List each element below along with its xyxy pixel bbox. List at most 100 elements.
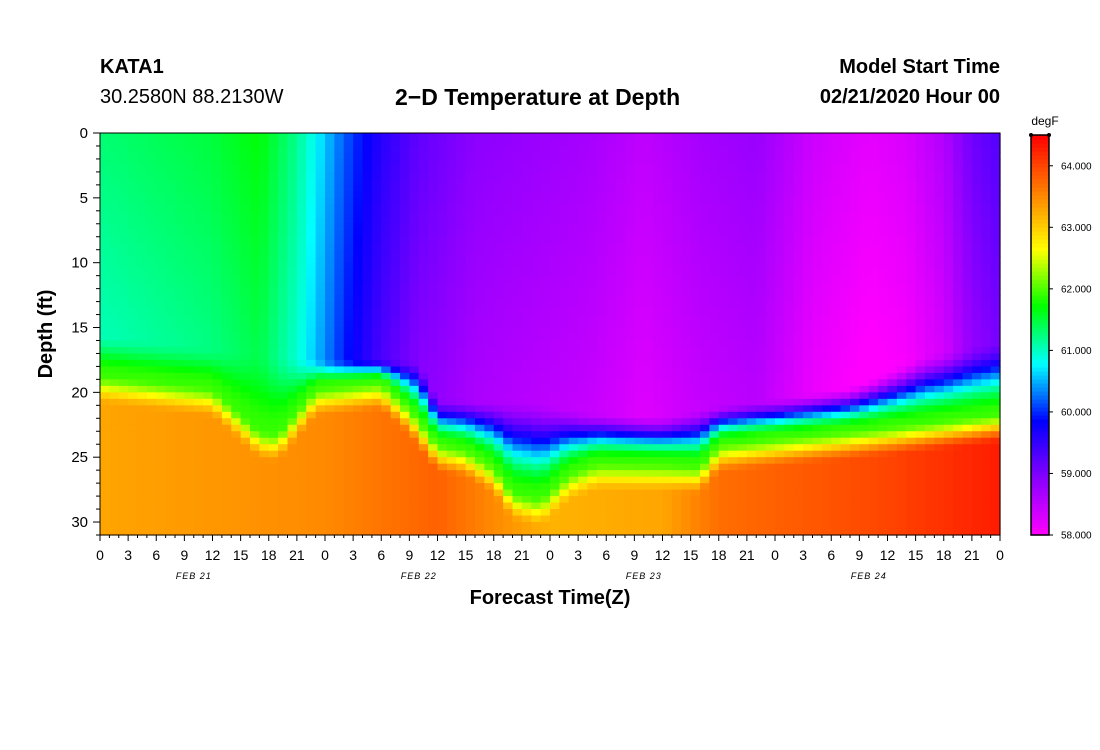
heatmap-cell [596, 431, 607, 439]
heatmap-cell [953, 321, 964, 329]
heatmap-cell [250, 372, 260, 380]
heatmap-cell [596, 210, 607, 218]
heatmap-cell [259, 230, 270, 238]
heatmap-cell [868, 282, 879, 290]
heatmap-cell [118, 249, 129, 257]
heatmap-cell [484, 463, 495, 471]
heatmap-cell [559, 249, 570, 257]
heatmap-cell [728, 392, 739, 400]
heatmap-cell [859, 269, 870, 277]
heatmap-cell [625, 275, 635, 283]
heatmap-cell [709, 262, 720, 270]
heatmap-cell [587, 301, 598, 309]
heatmap-cell [728, 334, 739, 342]
heatmap-cell [934, 366, 945, 374]
heatmap-cell [868, 398, 879, 406]
heatmap-cell [278, 262, 289, 270]
heatmap-cell [175, 353, 185, 361]
heatmap-cell [343, 256, 354, 264]
heatmap-cell [709, 243, 720, 251]
heatmap-cell [315, 236, 326, 244]
heatmap-cell [578, 463, 589, 471]
heatmap-cell [400, 210, 410, 218]
heatmap-cell [625, 295, 635, 303]
heatmap-cell [109, 158, 120, 167]
heatmap-cell [193, 340, 204, 348]
heatmap-cell [231, 444, 242, 452]
heatmap-cell [503, 334, 514, 342]
heatmap-cell [775, 158, 785, 167]
heatmap-cell [250, 346, 260, 355]
heatmap-cell [175, 314, 185, 322]
heatmap-cell [353, 457, 364, 465]
heatmap-cell [343, 230, 354, 238]
heatmap-cell [493, 366, 504, 374]
heatmap-cell [296, 243, 307, 251]
heatmap-cell [156, 346, 167, 355]
heatmap-cell [428, 210, 439, 218]
heatmap-cell [446, 178, 457, 186]
heatmap-cell [671, 379, 682, 387]
heatmap-cell [981, 210, 992, 218]
heatmap-cell [728, 444, 739, 452]
heatmap-cell [109, 210, 120, 218]
heatmap-cell [681, 346, 692, 355]
heatmap-cell [587, 197, 598, 205]
heatmap-cell [118, 282, 129, 290]
heatmap-cell [990, 133, 1001, 141]
heatmap-cell [859, 301, 870, 309]
heatmap-cell [521, 385, 532, 393]
heatmap-cell [343, 392, 354, 400]
heatmap-cell [418, 288, 429, 296]
heatmap-cell [690, 379, 701, 387]
heatmap-cell [775, 372, 785, 380]
heatmap-cell [925, 418, 935, 426]
heatmap-cell [550, 327, 560, 335]
heatmap-cell [550, 424, 560, 432]
heatmap-cell [737, 340, 748, 348]
heatmap-cell [146, 457, 157, 465]
heatmap-cell [700, 450, 710, 458]
heatmap-cell [184, 288, 195, 296]
heatmap-cell [587, 230, 598, 238]
heatmap-cell [550, 359, 560, 368]
heatmap-cell [503, 204, 514, 212]
heatmap-cell [503, 288, 514, 296]
heatmap-cell [137, 359, 148, 368]
heatmap-cell [765, 243, 776, 251]
heatmap-cell [156, 308, 167, 316]
heatmap-cell [203, 301, 214, 309]
heatmap-cell [934, 392, 945, 400]
heatmap-cell [887, 223, 898, 231]
heatmap-cell [878, 450, 889, 458]
heatmap-cell [343, 346, 354, 355]
heatmap-cell [596, 139, 607, 147]
heatmap-cell [896, 301, 907, 309]
heatmap-cell [859, 366, 870, 374]
heatmap-cell [362, 372, 373, 380]
heatmap-cell [615, 262, 626, 270]
heatmap-cell [437, 223, 448, 231]
heatmap-cell [521, 171, 532, 179]
heatmap-cell [231, 256, 242, 264]
heatmap-cell [512, 178, 523, 186]
heatmap-cell [175, 340, 185, 348]
heatmap-cell [925, 184, 935, 192]
heatmap-cell [803, 288, 814, 296]
heatmap-cell [831, 314, 842, 322]
heatmap-cell [915, 262, 926, 270]
heatmap-cell [118, 405, 129, 413]
heatmap-cell [615, 256, 626, 264]
heatmap-cell [896, 249, 907, 257]
heatmap-cell [878, 405, 889, 413]
heatmap-cell [971, 236, 982, 244]
heatmap-cell [765, 392, 776, 400]
heatmap-cell [100, 230, 110, 238]
heatmap-cell [250, 158, 260, 167]
heatmap-cell [775, 191, 785, 199]
heatmap-cell [175, 165, 185, 173]
heatmap-cell [456, 243, 467, 251]
heatmap-cell [409, 301, 420, 309]
heatmap-cell [493, 327, 504, 335]
heatmap-cell [315, 398, 326, 406]
